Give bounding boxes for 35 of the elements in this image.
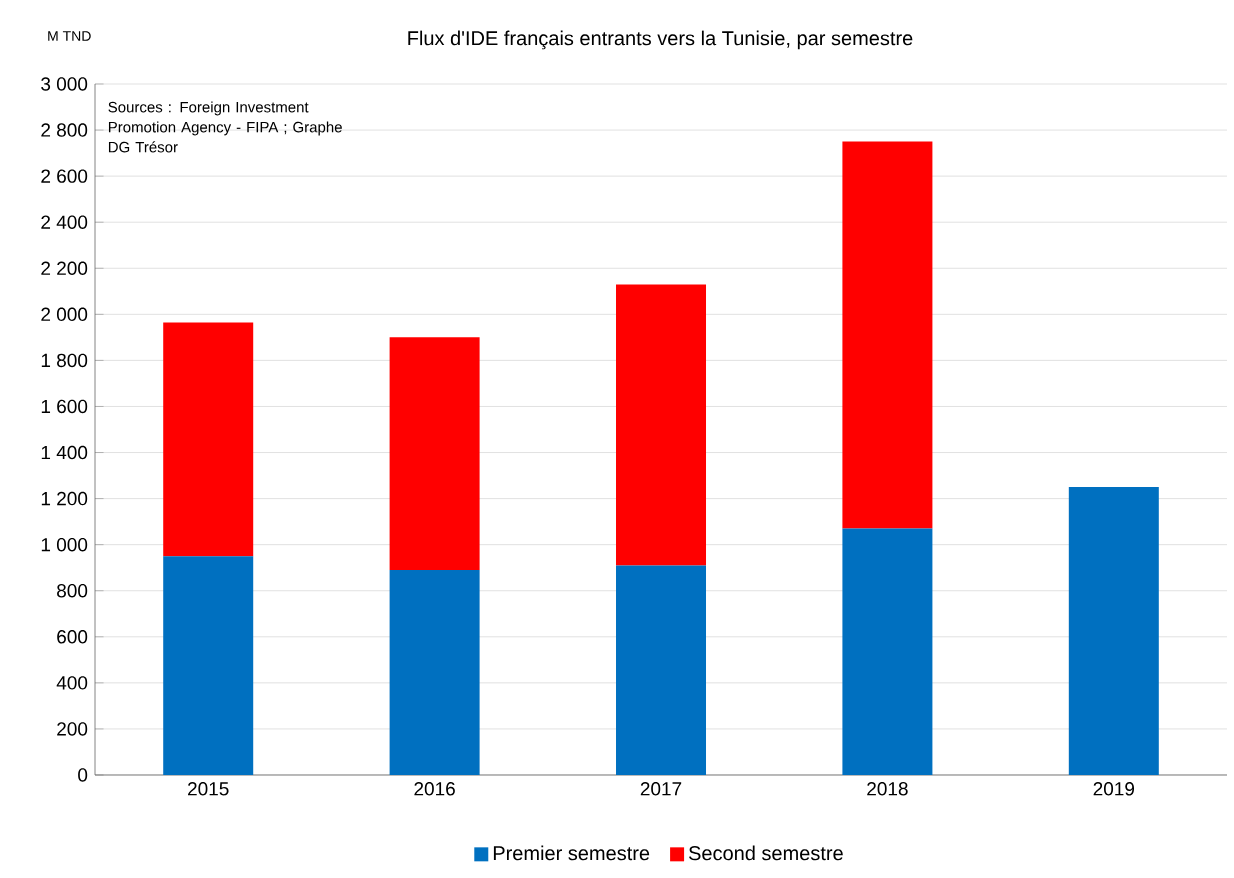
x-tick-label: 2018 bbox=[867, 782, 908, 796]
y-tick-label: 1 200 bbox=[41, 491, 88, 506]
bar bbox=[842, 141, 933, 529]
y-tick-label: 3 000 bbox=[41, 77, 88, 91]
y-tick-label: 200 bbox=[57, 722, 88, 736]
x-tick-label: 2015 bbox=[188, 782, 229, 796]
y-axis-title: M TND bbox=[48, 31, 91, 41]
y-tick-label: 1 400 bbox=[41, 445, 88, 460]
bar bbox=[1068, 487, 1159, 775]
y-tick-label: 2 800 bbox=[41, 123, 88, 137]
y-tick-label: 0 bbox=[78, 768, 88, 782]
chart-title: Flux d'IDE français entrants vers la Tunisie, par semestre bbox=[408, 30, 913, 50]
y-tick-label: 2 200 bbox=[41, 261, 88, 275]
bar bbox=[163, 556, 254, 775]
x-tick-label: 2016 bbox=[414, 782, 455, 796]
y-tick-label: 800 bbox=[57, 584, 88, 598]
y-tick-label: 400 bbox=[56, 676, 88, 690]
y-tick-label: 1 000 bbox=[41, 537, 88, 552]
bar bbox=[616, 565, 707, 775]
legend-label: Second semestre bbox=[689, 845, 843, 861]
y-tick-label: 2 000 bbox=[41, 307, 88, 322]
bar bbox=[842, 528, 933, 775]
y-tick-label: 1 600 bbox=[41, 399, 88, 414]
annotation: Sources : Foreign Investment Promotion Agency - FIPA ; Graphe DG Trésor bbox=[108, 101, 342, 153]
bar bbox=[616, 284, 707, 566]
x-tick-label: 2019 bbox=[1093, 782, 1135, 796]
y-tick-label: 600 bbox=[57, 630, 88, 644]
legend-label: Premier semestre bbox=[493, 845, 650, 861]
y-tick-label: 1 800 bbox=[41, 353, 88, 368]
y-tick-label: 2 600 bbox=[41, 169, 88, 183]
x-tick-label: 2017 bbox=[640, 782, 682, 796]
y-tick-label: 2 400 bbox=[41, 215, 88, 229]
bar bbox=[163, 322, 254, 557]
bar bbox=[389, 337, 480, 570]
bar bbox=[389, 570, 480, 775]
